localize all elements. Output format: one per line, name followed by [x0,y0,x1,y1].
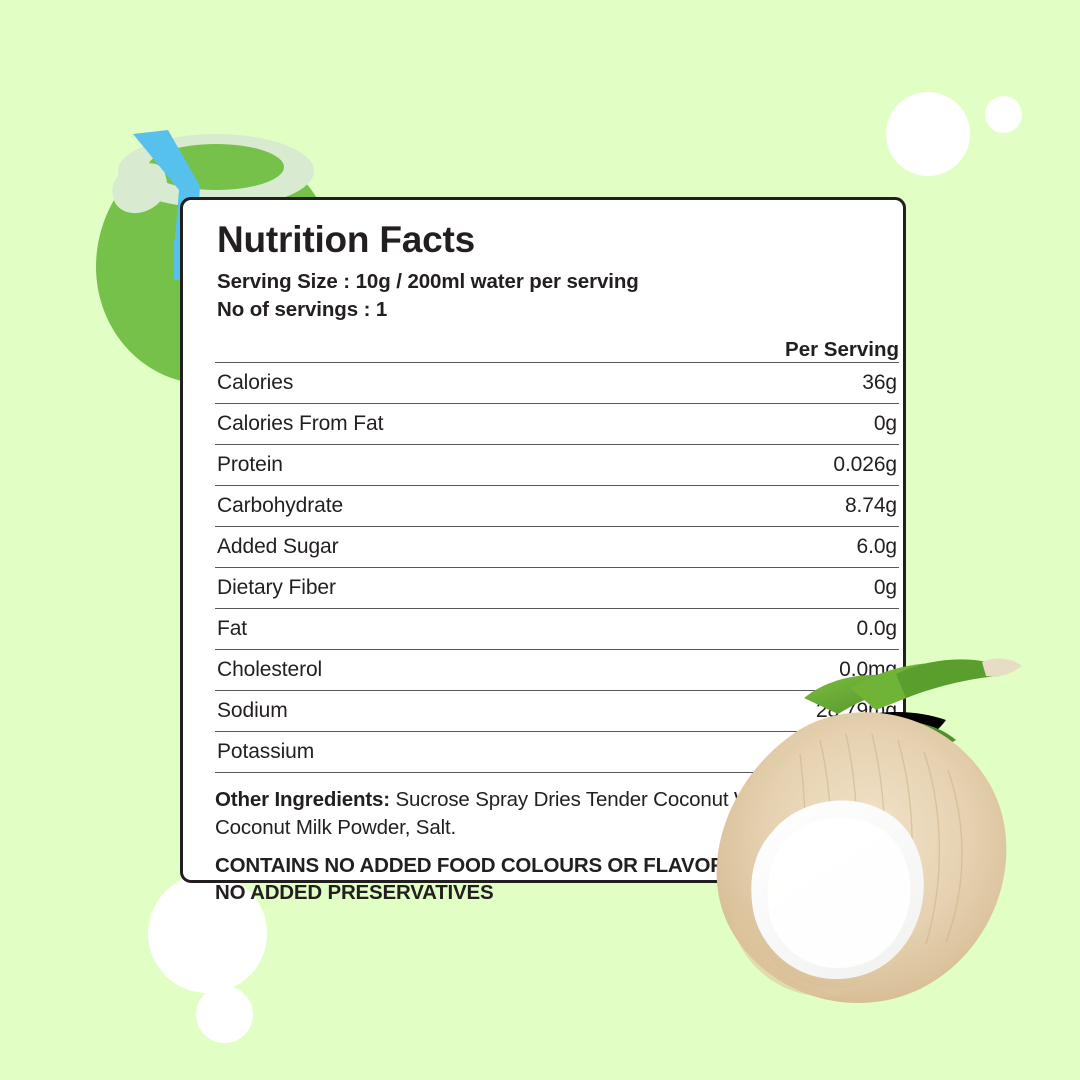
table-row: Fat 0.0g [215,608,899,650]
nutrient-value: 28.79mg [815,699,897,723]
nutrient-label: Calories [217,371,294,395]
decorative-circle-top-right-small [985,96,1022,133]
disclaimer-text: CONTAINS NO ADDED FOOD COLOURS OR FLAVOR… [215,853,896,905]
nutrition-facts-card: Nutrition Facts Serving Size : 10g / 200… [180,197,906,904]
nutrient-label: Cholesterol [217,658,323,682]
serving-size-text: Serving Size : 10g / 200ml water per ser… [217,269,639,293]
nutrient-label: Protein [217,453,283,477]
nutrient-label: Carbohydrate [217,494,344,518]
table-row: Cholesterol 0.0mg [215,649,899,691]
decorative-circle-bottom-left-large [148,874,267,993]
nutrient-value: 6.0g [856,535,898,559]
nutrient-value: 0.026g [833,453,897,477]
coconut-rim-shadow [732,898,860,997]
nutrient-value: 36g [862,371,897,395]
table-row: Added Sugar 6.0g [215,526,899,568]
table-row: Dietary Fiber 0g [215,567,899,609]
nutrient-value: 0.0g [856,617,898,641]
other-ingredients: Other Ingredients: Sucrose Spray Dries T… [215,786,905,842]
nutrition-table-body: Calories 36g Calories From Fat 0g Protein 0.0… [215,362,899,773]
nutrition-table: Per Serving Calories 36g Calories From Fat… [215,338,899,773]
table-row: Calories 36g [215,362,899,404]
nutrient-column-header [215,338,598,363]
page-title: Nutrition Facts [217,219,476,260]
nutrient-value: 8.74g [844,494,897,518]
other-ingredients-label: Other Ingredients: [215,788,390,812]
nutrient-label: Fat [217,617,248,641]
nutrient-label: Potassium [217,740,315,764]
servings-count-text: No of servings : 1 [217,297,388,321]
nutrient-label: Sodium [217,699,288,723]
nutrient-label: Added Sugar [217,535,339,559]
nutrient-value: 0.0mg [839,658,897,682]
table-row: Potassium 494mg [215,731,899,773]
nutrient-label: Calories From Fat [217,412,384,436]
table-row: Protein 0.026g [215,444,899,486]
table-row: Sodium 28.79mg [215,690,899,732]
nutrient-value: 0g [873,576,897,600]
table-row: Calories From Fat 0g [215,403,899,445]
table-row: Carbohydrate 8.74g [215,485,899,527]
nutrition-table-head: Per Serving [215,338,899,363]
nutrient-label: Dietary Fiber [217,576,336,600]
decorative-circle-bottom-left-small [196,986,253,1043]
per-serving-column-header: Per Serving [785,338,899,362]
nutrient-value: 494mg [833,740,897,764]
decorative-circle-top-right-large [886,92,970,176]
table-header-row: Per Serving [215,338,899,363]
nutrient-value: 0g [873,412,897,436]
footer-block: Other Ingredients: Sucrose Spray Dries T… [215,786,905,906]
